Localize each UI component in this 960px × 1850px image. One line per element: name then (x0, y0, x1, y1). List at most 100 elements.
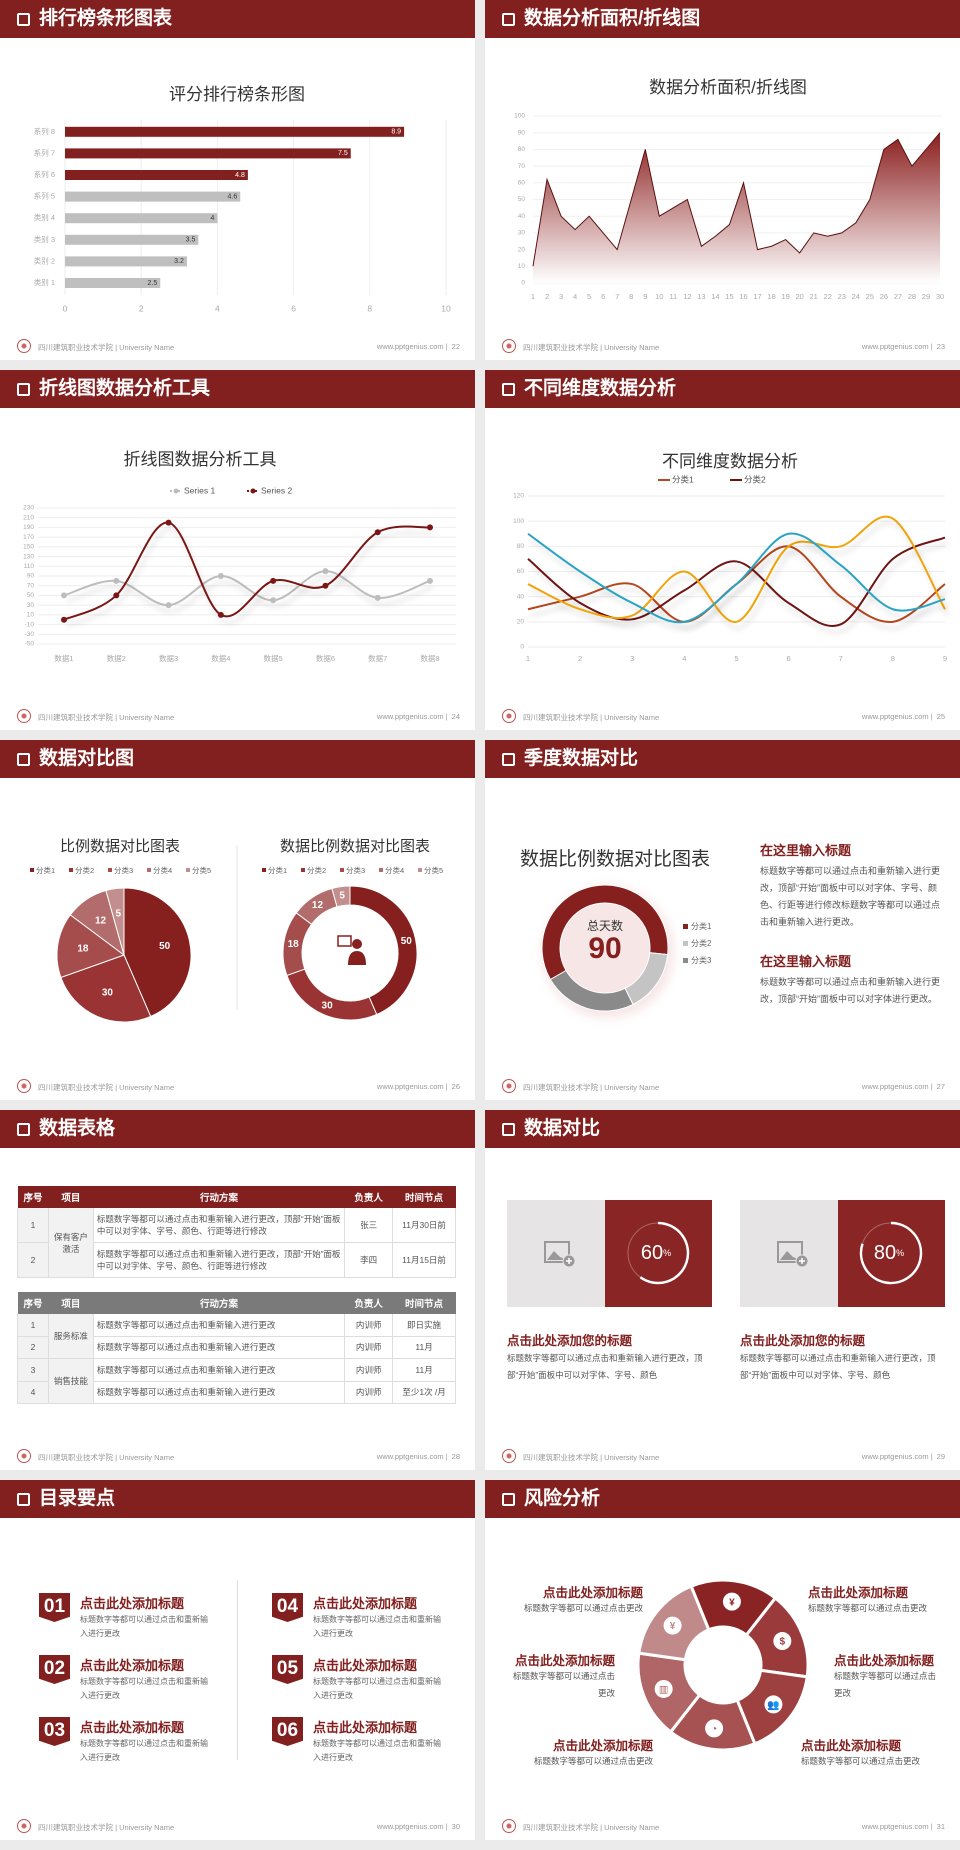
y-tick-label: -30 (25, 631, 35, 638)
legend-swatch (379, 868, 383, 872)
x-tick-label: 13 (697, 292, 705, 301)
number-badge: 06 (272, 1717, 303, 1746)
pie-slice (105, 887, 125, 956)
frame (544, 1241, 570, 1263)
slide-header: 不同维度数据分析 (485, 370, 960, 408)
x-tick-label: 7 (839, 654, 843, 663)
y-tick-label: 100 (514, 113, 525, 120)
y-tick-label: 50 (27, 592, 35, 599)
slice-data-label: 30 (322, 1000, 334, 1011)
pie-slice (549, 969, 634, 1012)
plan-cell: 标题数字等都可以通过点击和重新输入进行更改 (92, 1380, 346, 1404)
series-line (527, 515, 946, 623)
data-point (113, 577, 120, 584)
y-tick-label: 130 (23, 553, 34, 560)
legend-label: 分类1 (268, 865, 287, 875)
data-point (61, 616, 67, 623)
risk-title: 点击此处添加标题 (808, 1586, 909, 1600)
slice-data-label: 5 (339, 891, 345, 902)
y-tick-label: 60 (518, 180, 526, 187)
page-number: 27 (936, 1082, 945, 1091)
category-label: 系列 7 (34, 147, 55, 157)
y-tick-label: 0 (521, 280, 525, 287)
owner-cell: 内训师 (344, 1335, 394, 1359)
y-tick-label: 210 (23, 514, 34, 521)
icon-bg (663, 1616, 682, 1635)
y-tick-label: 20 (517, 619, 525, 626)
icon-bg (773, 1632, 792, 1651)
y-tick-label: 60 (517, 568, 525, 575)
school-logo-icon (17, 1449, 31, 1463)
school-name: 四川建筑职业技术学院 | University Name (523, 1083, 660, 1092)
x-tick-label: 27 (894, 292, 902, 301)
y-tick-label: 90 (518, 129, 526, 136)
bar (65, 213, 218, 224)
site-url: www.pptgenius.com | (376, 342, 448, 351)
legend-label: 分类1 (672, 474, 694, 484)
site-url: www.pptgenius.com | (376, 1452, 448, 1461)
icon-bg (722, 1592, 741, 1611)
y-tick-label: 150 (23, 544, 34, 551)
icon-glyph: 👥 (767, 1700, 779, 1711)
x-tick-label: 12 (683, 292, 691, 301)
data-point (374, 529, 381, 536)
bar (65, 256, 187, 267)
icon-bg (764, 1695, 783, 1714)
table-row: 1 服务标准 标题数字等都可以通过点击和重新输入进行更改 内训师 即日实施 (17, 1313, 456, 1359)
block-text: 标题数字等都可以通过点击和重新输入进行更改，顶部“开始”面板中可以对字体进行更改… (760, 977, 941, 1004)
site-url: www.pptgenius.com | (376, 1082, 448, 1091)
item-title: 点击此处添加标题 (313, 1720, 418, 1735)
column-header: 项目 (48, 1185, 94, 1208)
school-name: 四川建筑职业技术学院 | University Name (523, 713, 660, 722)
y-tick-label: 110 (24, 563, 35, 570)
slide-header: 季度数据对比 (485, 740, 960, 778)
checkbox-square-icon (502, 12, 515, 26)
card-desc: 标题数字等都可以通过点击和重新输入进行更改，顶部“开始”面板中可以对字体、字号、… (740, 1353, 936, 1380)
risk-desc: 标题数字等都可以通过点击更改 (834, 1671, 937, 1698)
chart-title: 折线图数据分析工具 (123, 450, 277, 469)
y-tick-label: 20 (518, 246, 526, 253)
x-tick-label: 10 (441, 303, 451, 313)
data-point (113, 592, 120, 599)
data-point (270, 597, 277, 604)
table-header-row: 序号 项目 行动方案 负责人 时间节点 (17, 1185, 456, 1208)
category-label: 系列 5 (34, 191, 55, 201)
x-tick-label: 16 (739, 292, 747, 301)
page-number: 22 (451, 342, 460, 351)
slide-title: 目录要点 (39, 1488, 116, 1509)
slice-data-label: 5 (116, 908, 122, 919)
frame (777, 1241, 803, 1263)
plus (566, 1258, 572, 1264)
number-badge: 03 (39, 1717, 70, 1746)
slide-footer: 四川建筑职业技术学院 | University Name www.pptgeniu… (0, 1448, 475, 1464)
y-tick-label: 30 (27, 602, 35, 609)
row-number: 4 (17, 1380, 49, 1404)
x-tick-label: 26 (880, 292, 888, 301)
slide-footer: 四川建筑职业技术学院 | University Name www.pptgeniu… (0, 1078, 475, 1094)
x-tick-label: 24 (852, 292, 860, 301)
x-tick-label: 数据1 (54, 653, 73, 663)
legend-label: 分类5 (192, 865, 211, 875)
checkbox-square-icon (17, 12, 30, 26)
school-logo-icon (502, 339, 516, 353)
slide-title: 数据表格 (39, 1118, 116, 1139)
legend-label: 分类1 (36, 865, 55, 875)
x-tick-label: 10 (655, 292, 663, 301)
pie-slice (123, 887, 192, 1018)
page-number: 28 (451, 1452, 460, 1461)
owner-cell: 李四 (344, 1242, 394, 1278)
card-text: 点击此处添加您的标题 标题数字等都可以通过点击和重新输入进行更改，顶部“开始”面板… (740, 1330, 950, 1384)
legend-marker (173, 488, 179, 494)
block-title: 在这里输入标题 (760, 954, 852, 969)
y-tick-label: 70 (518, 163, 526, 170)
table-header-row: 序号 项目 行动方案 负责人 时间节点 (17, 1291, 456, 1314)
table-row: 2 标题数字等都可以通过点击和重新输入进行更改 内训师 11月 (17, 1335, 456, 1359)
x-tick-label: 17 (753, 292, 761, 301)
presenter-icon (337, 935, 366, 965)
slide-title: 数据分析面积/折线图 (524, 8, 701, 29)
slide-line-tool: 折线图数据分析工具 四川建筑职业技术学院 | University Name www… (0, 370, 475, 730)
school-name: 四川建筑职业技术学院 | University Name (38, 1453, 175, 1462)
data-point (374, 594, 381, 601)
block-text: 标题数字等都可以通过点击和重新输入进行更改，顶部“开始”面板中可以对字体、字号、… (760, 866, 941, 927)
checkbox-square-icon (502, 752, 515, 766)
